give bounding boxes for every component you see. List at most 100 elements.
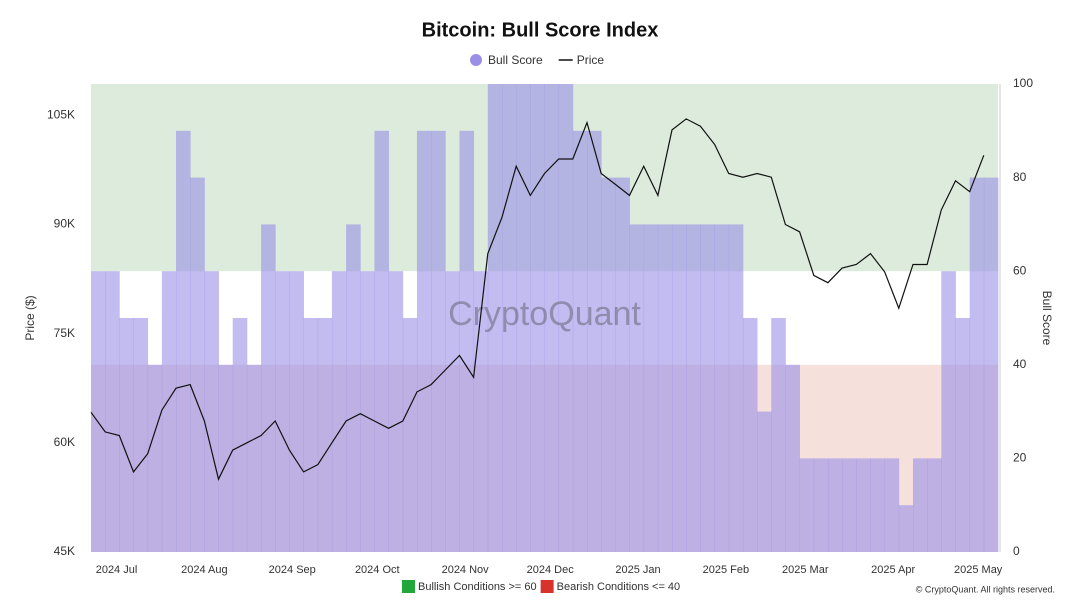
score-step — [572, 130, 588, 553]
y-tick-label: 90K — [54, 217, 75, 231]
x-tick-label: 2024 Nov — [442, 564, 490, 576]
score-step — [289, 271, 304, 552]
score-step — [147, 364, 163, 552]
score-step — [133, 318, 149, 552]
score-step — [161, 271, 177, 552]
score-step — [714, 224, 730, 552]
y-tick-label: 75K — [54, 326, 75, 340]
score-step — [728, 224, 744, 552]
score-step — [955, 318, 971, 552]
x-tick-label: 2024 Jul — [96, 564, 138, 576]
score-step — [615, 177, 630, 552]
score-step — [813, 458, 829, 552]
score-step — [246, 364, 262, 552]
watermark: CryptoQuant — [448, 295, 641, 333]
score-step — [218, 364, 234, 552]
score-step — [657, 224, 673, 552]
score-step — [898, 505, 914, 552]
score-step — [275, 271, 290, 552]
score-step — [416, 130, 432, 553]
score-step — [530, 84, 545, 552]
score-step — [856, 458, 871, 552]
score-step — [91, 271, 106, 552]
score-step — [672, 224, 687, 552]
score-step — [360, 271, 375, 552]
credit: © CryptoQuant. All rights reserved. — [916, 584, 1055, 594]
x-tick-label: 2025 Jan — [615, 564, 660, 576]
score-step — [459, 130, 475, 553]
score-step — [232, 318, 248, 552]
score-step — [799, 458, 815, 552]
score-step — [331, 271, 347, 552]
legend-label: Price — [577, 53, 605, 67]
score-step — [516, 84, 531, 552]
y2-tick-label: 40 — [1013, 357, 1027, 371]
y2-tick-label: 0 — [1013, 544, 1020, 558]
y2-tick-label: 100 — [1013, 76, 1033, 90]
score-step — [912, 458, 928, 552]
zone-label: Bullish Conditions >= 60 — [418, 581, 537, 593]
score-step — [501, 84, 517, 552]
y-axis-label: Price ($) — [23, 295, 37, 340]
x-tick-label: 2024 Sep — [269, 564, 316, 576]
x-tick-label: 2024 Dec — [527, 564, 575, 576]
y-tick-label: 105K — [47, 107, 75, 121]
score-step — [842, 458, 857, 552]
score-step — [587, 130, 602, 553]
score-step — [204, 271, 219, 552]
score-step — [119, 318, 134, 552]
score-step — [941, 271, 956, 552]
score-step — [374, 130, 390, 553]
score-step — [190, 177, 205, 552]
score-step — [983, 177, 999, 552]
score-step — [700, 224, 715, 552]
score-step — [884, 458, 900, 552]
score-step — [785, 364, 800, 552]
score-step — [105, 271, 120, 552]
x-tick-label: 2025 Mar — [782, 564, 829, 576]
x-tick-label: 2025 May — [954, 564, 1003, 576]
score-step — [686, 224, 701, 552]
zone-key — [540, 580, 554, 593]
score-step — [303, 318, 319, 552]
x-tick-label: 2024 Aug — [181, 564, 228, 576]
score-step — [558, 84, 574, 552]
legend: Bull Score Price — [470, 53, 604, 67]
legend-label: Bull Score — [488, 53, 543, 67]
score-step — [827, 458, 843, 552]
score-step — [870, 458, 886, 552]
y2-tick-label: 20 — [1013, 451, 1027, 465]
y2-tick-label: 60 — [1013, 263, 1027, 277]
score-step — [969, 177, 985, 552]
x-tick-label: 2024 Oct — [355, 564, 400, 576]
zone-key — [402, 580, 415, 593]
score-step — [757, 411, 772, 552]
price-line — [90, 118, 985, 481]
x-tick-label: 2025 Apr — [871, 564, 915, 576]
score-step — [927, 458, 942, 552]
chart-title: Bitcoin: Bull Score Index — [422, 19, 659, 41]
score-step — [544, 84, 560, 552]
score-step — [402, 318, 418, 552]
y-tick-label: 60K — [54, 435, 75, 449]
score-step — [601, 177, 616, 552]
score-step — [445, 271, 460, 552]
y2-axis-label: Bull Score — [1040, 291, 1054, 346]
y-tick-label: 45K — [54, 544, 75, 558]
score-step — [176, 130, 191, 553]
legend-key — [470, 54, 482, 66]
zone-label: Bearish Conditions <= 40 — [557, 581, 681, 593]
x-tick-label: 2025 Feb — [703, 564, 749, 576]
score-step — [261, 224, 276, 552]
score-step — [643, 224, 659, 552]
score-step — [487, 84, 503, 552]
score-step — [388, 271, 404, 552]
score-step — [431, 130, 446, 553]
score-step — [629, 224, 645, 552]
y2-tick-label: 80 — [1013, 170, 1027, 184]
score-step — [346, 224, 361, 552]
score-step — [317, 318, 333, 552]
score-step — [742, 318, 758, 552]
score-step — [771, 318, 786, 552]
